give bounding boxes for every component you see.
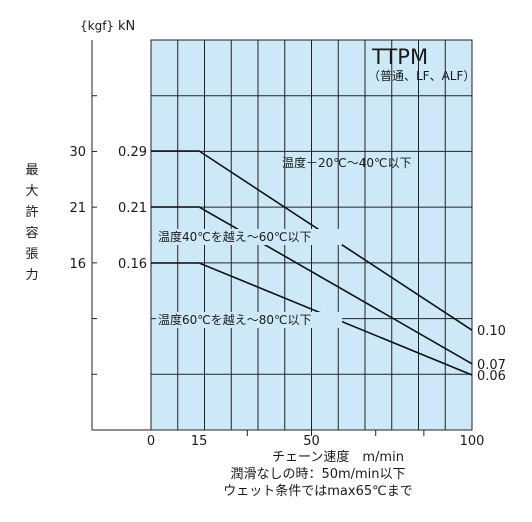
y-axis-label-char: 容 [25, 225, 38, 241]
y-axis-label-char: 張 [25, 247, 38, 262]
chart-subtitle: （普通、LF、ALF） [368, 69, 475, 83]
x-tick-label: 0 [147, 434, 155, 449]
y-axis-label-char: 大 [25, 184, 38, 199]
y-unit-kn: kN [118, 19, 135, 34]
note-lubrication: 潤滑なしの時：50m/min以下 [230, 467, 405, 482]
series-end-label: 0.06 [477, 369, 506, 384]
series-line-3 [151, 262, 473, 376]
series-label-bg [156, 312, 342, 328]
series-lines [151, 150, 473, 376]
y-axis-label-char: 許 [25, 205, 38, 220]
x-tick-label: 50 [303, 434, 320, 449]
chart-title: TTPM [371, 45, 428, 69]
y-axis-label-char: 最 [25, 163, 38, 178]
axes [91, 40, 472, 436]
y-tick-kgf: 30 [69, 145, 86, 160]
y-unit-kgf: {kgf} [80, 19, 114, 33]
series-label: 温度40℃を越え～60℃以下 [158, 229, 312, 244]
series-end-label: 0.10 [477, 324, 506, 339]
series-line-1 [151, 150, 473, 331]
series-label-bg [156, 229, 342, 245]
y-tick-kn: 0.16 [118, 257, 147, 272]
note-wet-condition: ウェット条件ではmax65℃まで [223, 483, 412, 499]
x-tick-label: 100 [460, 434, 485, 449]
y-tick-kn: 0.29 [118, 145, 147, 160]
y-tick-kgf: 16 [69, 257, 86, 272]
y-axis-label-char: 力 [25, 268, 38, 283]
y-tick-kgf: 21 [69, 201, 86, 216]
series-label: 温度60℃を越え～80℃以下 [158, 312, 312, 327]
series-line-2 [151, 206, 473, 365]
x-axis-label: チェーン速度 m/min [272, 449, 404, 465]
series-end-label: 0.07 [477, 358, 506, 373]
series-label: 温度－20℃～40℃以下 [282, 155, 412, 170]
y-tick-kn: 0.21 [118, 201, 147, 216]
x-tick-label: 15 [191, 434, 208, 449]
